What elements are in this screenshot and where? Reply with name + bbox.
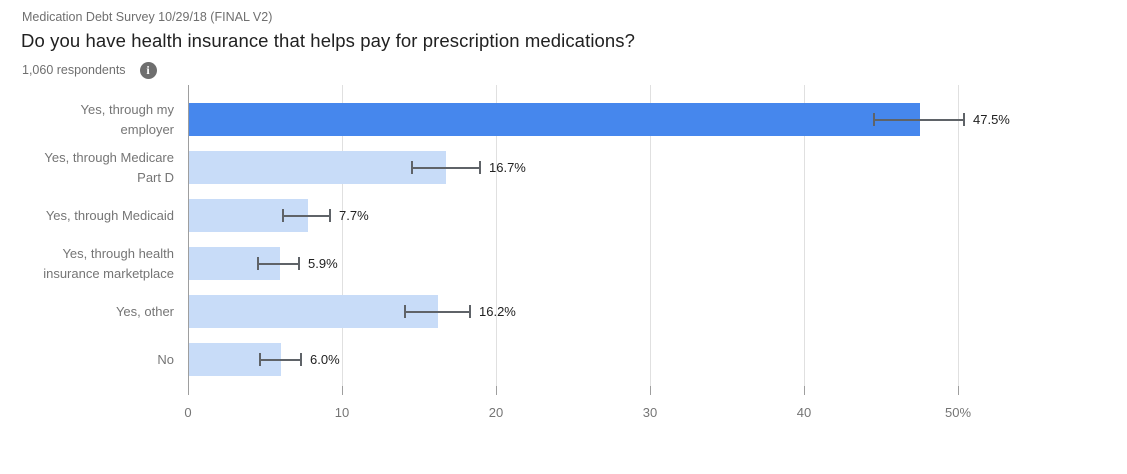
axis-tick bbox=[342, 386, 343, 395]
value-label: 5.9% bbox=[308, 256, 338, 271]
gridline bbox=[650, 85, 651, 395]
info-icon[interactable]: i bbox=[139, 61, 157, 79]
bar[interactable] bbox=[189, 295, 438, 328]
value-label: 16.2% bbox=[479, 304, 516, 319]
error-bar-cap-left bbox=[873, 113, 875, 126]
axis-tick-label: 30 bbox=[642, 405, 658, 420]
error-bar-cap-left bbox=[282, 209, 284, 222]
category-label: Yes, through my employer bbox=[80, 101, 174, 137]
respondents-count: 1,060 respondents bbox=[22, 63, 126, 77]
category-label: Yes, through Medicaid bbox=[45, 207, 174, 223]
category-label: Yes, through health insurance marketplac… bbox=[43, 245, 174, 281]
gridline bbox=[804, 85, 805, 395]
error-bar-cap-right bbox=[469, 305, 471, 318]
gridline bbox=[958, 85, 959, 395]
category-labels-column: Yes, through my employer Yes, through Med… bbox=[0, 85, 181, 395]
category-label: No bbox=[157, 351, 174, 367]
axis-tick-label: 10 bbox=[334, 405, 350, 420]
error-bar-cap-right bbox=[329, 209, 331, 222]
bar[interactable] bbox=[189, 103, 920, 136]
error-bar-cap-left bbox=[259, 353, 261, 366]
page-title: Do you have health insurance that helps … bbox=[21, 30, 636, 51]
error-bar-cap-left bbox=[411, 161, 413, 174]
error-bar-cap-right bbox=[300, 353, 302, 366]
category-label: Yes, other bbox=[115, 303, 174, 319]
axis-tick bbox=[650, 386, 651, 395]
axis-tick bbox=[804, 386, 805, 395]
axis-tick-label: 20 bbox=[488, 405, 504, 420]
error-bar-cap-left bbox=[404, 305, 406, 318]
respondents-row: 1,060 respondents i bbox=[22, 61, 157, 79]
axis-baseline bbox=[188, 85, 189, 395]
value-label: 7.7% bbox=[339, 208, 369, 223]
axis-tick bbox=[188, 386, 189, 395]
error-bar-line bbox=[411, 166, 481, 169]
error-bar-cap-left bbox=[257, 257, 259, 270]
error-bar-line bbox=[873, 118, 965, 121]
value-label: 47.5% bbox=[973, 112, 1010, 127]
axis-tick-label: 40 bbox=[796, 405, 812, 420]
value-label: 16.7% bbox=[489, 160, 526, 175]
gridline bbox=[496, 85, 497, 395]
survey-name: Medication Debt Survey 10/29/18 (FINAL V… bbox=[22, 10, 273, 24]
category-label: Yes, through Medicare Part D bbox=[44, 149, 174, 185]
error-bar-line bbox=[257, 262, 300, 265]
axis-tick-label: 50% bbox=[944, 405, 972, 420]
error-bar-line bbox=[282, 214, 331, 217]
bar[interactable] bbox=[189, 151, 446, 184]
error-bar-cap-right bbox=[963, 113, 965, 126]
error-bar-cap-right bbox=[298, 257, 300, 270]
value-label: 6.0% bbox=[310, 352, 340, 367]
axis-tick-label: 0 bbox=[184, 405, 192, 420]
plot-area: 0 10 20 30 40 50% 47.5% 16.7% 7.7% 5.9% 16.2% 6.0% bbox=[184, 85, 1104, 420]
axis-tick bbox=[496, 386, 497, 395]
axis-tick bbox=[958, 386, 959, 395]
error-bar-line bbox=[259, 358, 302, 361]
error-bar-line bbox=[404, 310, 471, 313]
error-bar-cap-right bbox=[479, 161, 481, 174]
gridline bbox=[342, 85, 343, 395]
info-icon-glyph: i bbox=[146, 63, 150, 77]
